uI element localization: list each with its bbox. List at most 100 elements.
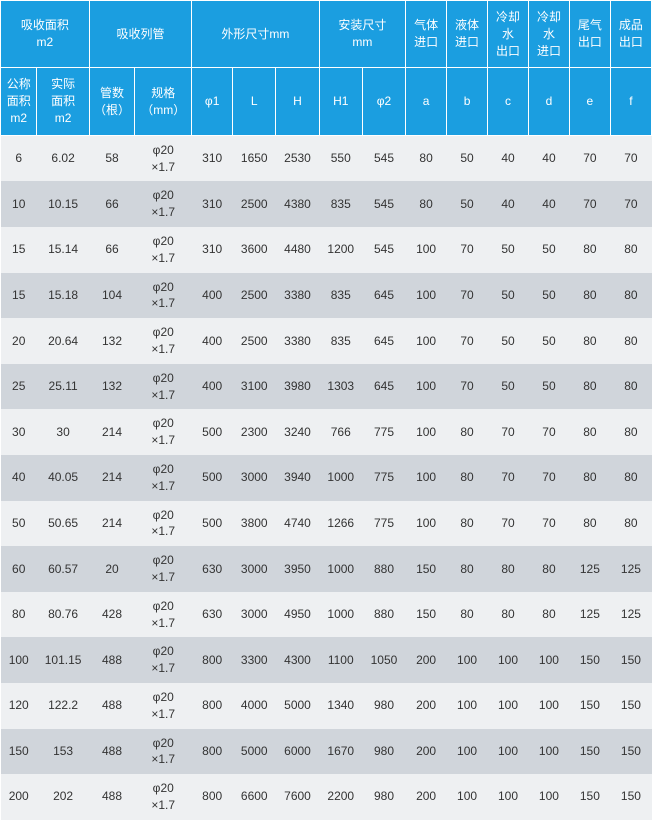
table-cell: 80 (528, 546, 569, 592)
table-cell: 150 (610, 774, 651, 820)
table-cell: 100 (406, 364, 447, 410)
table-cell: 545 (362, 181, 405, 227)
table-cell: φ20×1.7 (135, 729, 192, 775)
table-cell: 1050 (362, 637, 405, 683)
table-cell: 150 (1, 729, 37, 775)
header-group-install: 安装尺寸mm (319, 1, 405, 68)
table-cell: 125 (610, 592, 651, 638)
table-cell: 100 (528, 683, 569, 729)
table-cell: φ20×1.7 (135, 683, 192, 729)
table-row: 2020.64132φ20×1.740025003380835645100705… (1, 318, 652, 364)
table-cell: 80 (569, 227, 610, 273)
table-cell: 80 (569, 455, 610, 501)
table-cell: 100 (488, 729, 529, 775)
table-cell: 1000 (319, 592, 362, 638)
table-cell: 2500 (233, 318, 276, 364)
table-cell: 25 (1, 364, 37, 410)
table-row: 120122.2488φ20×1.78004000500013409802001… (1, 683, 652, 729)
table-cell: 835 (319, 181, 362, 227)
table-body: 66.0258φ20×1.731016502530550545805040407… (1, 135, 652, 819)
table-cell: 132 (89, 364, 135, 410)
table-cell: 100 (488, 683, 529, 729)
table-cell: 645 (362, 318, 405, 364)
table-cell: 100 (447, 637, 488, 683)
table-cell: 150 (610, 683, 651, 729)
table-cell: 50 (528, 273, 569, 319)
table-cell: 60 (1, 546, 37, 592)
table-cell: 835 (319, 318, 362, 364)
header-group-cool-out: 冷却水出口 (488, 1, 529, 68)
table-cell: 104 (89, 273, 135, 319)
table-cell: 1650 (233, 135, 276, 181)
table-cell: 1000 (319, 455, 362, 501)
table-cell: 775 (362, 409, 405, 455)
header-sub-tube-count: 管数（根） (89, 68, 135, 135)
table-cell: φ20×1.7 (135, 637, 192, 683)
table-cell: 101.15 (37, 637, 89, 683)
table-cell: 3600 (233, 227, 276, 273)
table-cell: 120 (1, 683, 37, 729)
table-cell: 3380 (276, 273, 319, 319)
table-cell: 15.18 (37, 273, 89, 319)
table-cell: 80 (528, 592, 569, 638)
table-cell: 125 (569, 592, 610, 638)
table-cell: 70 (569, 135, 610, 181)
table-cell: 400 (192, 318, 233, 364)
header-sub-h1: H1 (319, 68, 362, 135)
table-cell: 50 (488, 227, 529, 273)
header-sub-c: c (488, 68, 529, 135)
table-cell: 80 (569, 364, 610, 410)
table-cell: 40 (488, 181, 529, 227)
table-cell: 500 (192, 409, 233, 455)
table-cell: 30 (37, 409, 89, 455)
table-cell: 5000 (233, 729, 276, 775)
table-cell: 100 (406, 501, 447, 547)
table-row: 4040.05214φ20×1.750030003940100077510080… (1, 455, 652, 501)
table-cell: 80 (610, 364, 651, 410)
table-cell: 1200 (319, 227, 362, 273)
table-cell: 70 (610, 181, 651, 227)
table-cell: 15.14 (37, 227, 89, 273)
table-cell: 100 (528, 729, 569, 775)
table-cell: 80 (569, 273, 610, 319)
table-cell: 80 (569, 501, 610, 547)
table-cell: 630 (192, 546, 233, 592)
table-cell: 4740 (276, 501, 319, 547)
table-cell: 545 (362, 227, 405, 273)
table-cell: 2530 (276, 135, 319, 181)
table-cell: 310 (192, 227, 233, 273)
table-cell: 50 (1, 501, 37, 547)
header-sub-b: b (447, 68, 488, 135)
table-cell: 25.11 (37, 364, 89, 410)
header-group-product: 成品出口 (610, 1, 651, 68)
table-cell: 15 (1, 273, 37, 319)
table-cell: 100 (488, 637, 529, 683)
table-cell: 50 (488, 273, 529, 319)
table-cell: 100 (406, 273, 447, 319)
table-cell: 400 (192, 364, 233, 410)
table-cell: 500 (192, 501, 233, 547)
table-row: 1515.1466φ20×1.7310360044801200545100705… (1, 227, 652, 273)
table-cell: 70 (488, 501, 529, 547)
table-row: 66.0258φ20×1.731016502530550545805040407… (1, 135, 652, 181)
table-cell: 150 (569, 729, 610, 775)
table-cell: φ20×1.7 (135, 546, 192, 592)
table-row: 1010.1566φ20×1.7310250043808355458050404… (1, 181, 652, 227)
table-cell: φ20×1.7 (135, 273, 192, 319)
table-cell: 200 (1, 774, 37, 820)
header-sub-f: f (610, 68, 651, 135)
table-cell: 50 (488, 318, 529, 364)
table-cell: 3980 (276, 364, 319, 410)
table-cell: 80 (447, 501, 488, 547)
table-cell: 2500 (233, 181, 276, 227)
table-cell: 50.65 (37, 501, 89, 547)
table-cell: 1100 (319, 637, 362, 683)
table-cell: 80 (610, 273, 651, 319)
table-cell: 488 (89, 683, 135, 729)
table-cell: 500 (192, 455, 233, 501)
spec-table: 吸收面积m2 吸收列管 外形尺寸mm 安装尺寸mm 气体进口 液体进口 冷却水出… (0, 0, 652, 820)
table-cell: 2500 (233, 273, 276, 319)
table-cell: 775 (362, 501, 405, 547)
table-cell: 3800 (233, 501, 276, 547)
table-cell: 80 (610, 227, 651, 273)
